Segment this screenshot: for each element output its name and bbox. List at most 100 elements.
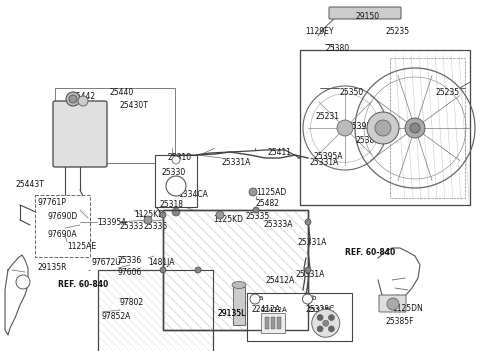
Text: 25333A: 25333A <box>263 220 292 229</box>
Circle shape <box>305 219 311 225</box>
Text: 29135L: 29135L <box>218 309 246 318</box>
Text: a: a <box>21 279 25 285</box>
Text: 97802: 97802 <box>119 298 143 307</box>
Text: 25310: 25310 <box>168 153 192 162</box>
Text: 25385F: 25385F <box>385 317 413 326</box>
FancyBboxPatch shape <box>53 101 107 167</box>
Text: 1481JA: 1481JA <box>148 258 175 267</box>
Text: 1125AE: 1125AE <box>67 242 96 251</box>
Text: 25482: 25482 <box>256 199 280 208</box>
Text: 25395: 25395 <box>348 122 372 131</box>
Text: REF. 60-840: REF. 60-840 <box>58 280 108 289</box>
Bar <box>277 317 281 329</box>
Bar <box>271 317 275 329</box>
Text: a: a <box>253 297 257 302</box>
Bar <box>163 210 308 330</box>
Bar <box>261 313 285 333</box>
Text: 1125DN: 1125DN <box>392 304 423 313</box>
Text: 25411: 25411 <box>268 148 292 157</box>
Bar <box>35 195 90 257</box>
Text: 25331A: 25331A <box>309 158 338 167</box>
Text: 97690A: 97690A <box>48 230 78 239</box>
Circle shape <box>375 120 391 136</box>
Text: b: b <box>174 181 179 191</box>
Circle shape <box>405 118 425 138</box>
Text: 25336: 25336 <box>118 256 142 265</box>
Text: 25443T: 25443T <box>15 180 44 189</box>
Circle shape <box>69 95 77 103</box>
Circle shape <box>317 314 323 320</box>
Bar <box>247 293 352 341</box>
Circle shape <box>305 267 311 273</box>
Text: 25335: 25335 <box>144 222 168 231</box>
Text: 1129EY: 1129EY <box>305 27 334 36</box>
Bar <box>265 317 269 329</box>
Text: 97606: 97606 <box>118 268 143 277</box>
Text: 22412A: 22412A <box>252 305 281 314</box>
Circle shape <box>302 294 312 304</box>
Text: 1125KD: 1125KD <box>134 210 164 219</box>
Bar <box>55 88 175 163</box>
Circle shape <box>144 216 152 224</box>
Bar <box>98 270 213 351</box>
Text: 25235: 25235 <box>385 27 409 36</box>
Text: 25318: 25318 <box>159 200 183 209</box>
Text: 97690D: 97690D <box>48 212 78 221</box>
Text: 25331A: 25331A <box>222 158 252 167</box>
Text: 25328C: 25328C <box>305 305 334 314</box>
Circle shape <box>410 123 420 133</box>
Text: 25331A: 25331A <box>296 270 325 279</box>
Text: 1125AD: 1125AD <box>256 188 286 197</box>
FancyBboxPatch shape <box>329 7 401 19</box>
Text: a: a <box>259 295 263 301</box>
Circle shape <box>337 120 353 136</box>
Circle shape <box>393 295 403 305</box>
Text: REF. 60-840: REF. 60-840 <box>345 248 395 257</box>
Circle shape <box>328 314 335 320</box>
Text: 25328C: 25328C <box>308 307 335 313</box>
Text: b: b <box>312 295 316 301</box>
Text: 25331A: 25331A <box>298 238 327 247</box>
Text: 22412A: 22412A <box>261 307 288 313</box>
Circle shape <box>172 208 180 216</box>
Text: 97672U: 97672U <box>92 258 122 267</box>
Circle shape <box>317 326 323 332</box>
Text: 97852A: 97852A <box>102 312 132 321</box>
Circle shape <box>253 207 259 213</box>
Text: 25412A: 25412A <box>265 276 294 285</box>
Text: 13395A: 13395A <box>97 218 127 227</box>
Circle shape <box>160 267 166 273</box>
Text: 25386: 25386 <box>355 136 379 145</box>
Text: 1334CA: 1334CA <box>178 190 208 199</box>
Bar <box>233 287 245 325</box>
Text: 25330: 25330 <box>161 168 185 177</box>
Bar <box>163 210 308 330</box>
Circle shape <box>367 112 399 144</box>
Text: 25440: 25440 <box>109 88 133 97</box>
Bar <box>163 210 308 330</box>
Bar <box>300 50 470 205</box>
Circle shape <box>16 275 30 289</box>
Text: 25395A: 25395A <box>313 152 343 161</box>
Circle shape <box>160 212 166 218</box>
Circle shape <box>250 294 260 304</box>
Circle shape <box>328 326 335 332</box>
Bar <box>155 155 197 207</box>
Circle shape <box>387 298 399 310</box>
Text: 25430T: 25430T <box>120 101 149 110</box>
Text: 25231: 25231 <box>315 112 339 121</box>
Text: 25333: 25333 <box>119 222 143 231</box>
Text: 25380: 25380 <box>325 44 349 53</box>
Bar <box>390 58 465 198</box>
Text: 25335: 25335 <box>246 212 270 221</box>
FancyBboxPatch shape <box>379 295 406 312</box>
Circle shape <box>216 211 224 219</box>
Circle shape <box>78 96 88 106</box>
Text: 29135L: 29135L <box>218 309 246 318</box>
Text: 1125KD: 1125KD <box>213 215 243 224</box>
Circle shape <box>172 156 180 164</box>
Bar <box>98 270 213 351</box>
Text: b: b <box>305 297 310 302</box>
Text: 25350: 25350 <box>340 88 364 97</box>
Circle shape <box>66 92 80 106</box>
